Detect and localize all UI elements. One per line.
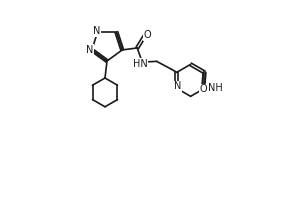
Text: O: O (200, 84, 207, 94)
Text: O: O (144, 30, 151, 40)
Text: HN: HN (133, 59, 148, 69)
Text: NH: NH (208, 83, 223, 93)
Text: N: N (174, 81, 182, 91)
Text: N: N (86, 45, 93, 55)
Text: N: N (93, 26, 100, 36)
